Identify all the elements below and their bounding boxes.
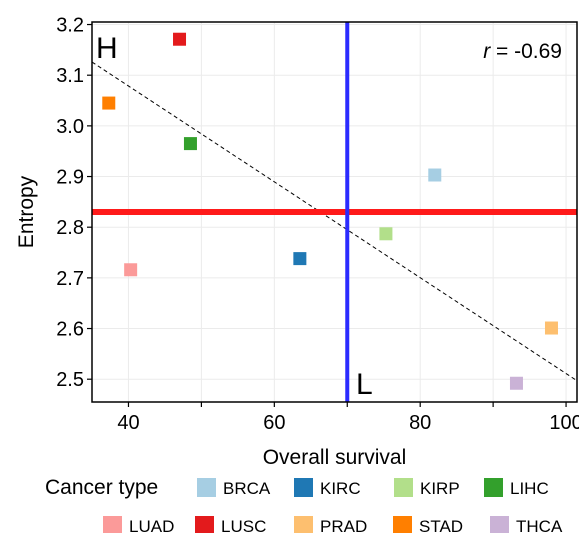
correlation-symbol: r [483,40,491,63]
legend: Cancer type BRCA KIRC KIRP LIHC LUAD LUSC PRAD… [45,476,563,533]
correlation-value: = -0.69 [490,40,562,63]
x-tick-label: 80 [409,412,431,434]
x-tick-label: 60 [263,412,285,434]
corner-label-low: L [356,368,373,401]
legend-key-kirp [394,478,413,497]
reference-lines [92,22,577,402]
legend-label-brca: BRCA [223,479,271,498]
legend-key-stad [393,516,412,533]
y-tick-label: 3.1 [56,65,84,87]
data-point-lusc [173,32,187,46]
data-point-stad [102,96,116,110]
y-tick-label: 2.9 [56,167,84,189]
correlation-annotation: r = -0.69 [483,40,562,63]
y-tick-label: 3.0 [56,116,84,138]
trend-line [91,61,578,382]
data-point-prad [544,321,558,335]
data-point-thca [509,376,523,390]
y-tick-label: 3.2 [56,15,84,37]
legend-label-luad: LUAD [129,517,174,533]
legend-label-kirc: KIRC [320,479,361,498]
data-point-luad [124,263,138,277]
data-point-brca [428,168,442,182]
legend-key-brca [197,478,216,497]
data-point-kirc [293,252,307,266]
y-tick-label: 2.8 [56,217,84,239]
legend-label-lihc: LIHC [510,479,549,498]
data-point-lihc [183,137,197,151]
legend-label-prad: PRAD [320,517,367,533]
legend-label-stad: STAD [419,517,463,533]
y-tick-label: 2.7 [56,268,84,290]
x-tick-label: 40 [117,412,139,434]
legend-label-kirp: KIRP [420,479,460,498]
legend-title: Cancer type [45,476,158,499]
plot-panel-border [91,21,578,403]
legend-label-thca: THCA [516,517,563,533]
y-axis-label: Entropy [15,175,38,248]
y-tick-label: 2.6 [56,319,84,341]
legend-key-lihc [484,478,503,497]
legend-key-thca [490,516,509,533]
corner-label-high: H [96,32,118,65]
legend-key-kirc [294,478,313,497]
legend-key-luad [103,516,122,533]
x-tick-label: 100 [549,412,579,434]
trend-line-group [91,61,578,382]
data-points [102,32,558,390]
axes: 2.5 2.6 2.7 2.8 2.9 3.0 3.1 3.2 40 60 80 100 [56,15,579,434]
legend-key-prad [294,516,313,533]
y-tick-label: 2.5 [56,369,84,391]
data-point-kirp [379,227,393,241]
legend-label-lusc: LUSC [221,517,266,533]
x-axis-label: Overall survival [263,446,407,469]
legend-key-lusc [195,516,214,533]
